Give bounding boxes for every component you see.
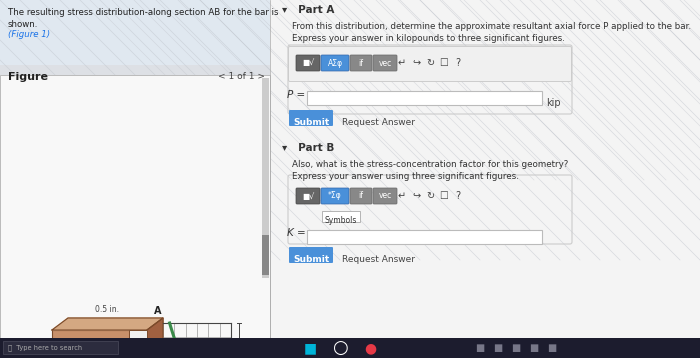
Bar <box>262 235 269 275</box>
Text: if: if <box>358 192 363 200</box>
Text: (Figure 1): (Figure 1) <box>8 30 50 39</box>
Text: ↵: ↵ <box>398 58 406 68</box>
Text: ↪: ↪ <box>412 58 420 68</box>
Text: ■√: ■√ <box>302 58 314 68</box>
Text: if: if <box>358 58 363 68</box>
Polygon shape <box>52 318 163 330</box>
FancyBboxPatch shape <box>289 247 333 263</box>
Text: vec: vec <box>379 192 391 200</box>
Text: Symbols: Symbols <box>325 216 357 225</box>
Text: ■: ■ <box>512 343 521 353</box>
Text: P =: P = <box>287 90 305 100</box>
Bar <box>52 330 147 358</box>
Bar <box>0 75 270 340</box>
Text: Submit: Submit <box>293 255 329 264</box>
Bar <box>3 341 118 354</box>
Text: < 1 of 1 >: < 1 of 1 > <box>218 72 265 81</box>
FancyBboxPatch shape <box>350 55 372 71</box>
Text: Express your answer in kilopounds to three significant figures.: Express your answer in kilopounds to thr… <box>292 34 565 43</box>
FancyBboxPatch shape <box>307 230 542 244</box>
FancyBboxPatch shape <box>322 211 360 222</box>
FancyBboxPatch shape <box>288 47 571 82</box>
Polygon shape <box>147 318 163 358</box>
FancyBboxPatch shape <box>321 188 349 204</box>
FancyBboxPatch shape <box>289 110 333 126</box>
Text: The resulting stress distribution-along section AB for the bar is: The resulting stress distribution-along … <box>8 8 279 17</box>
Text: AΣφ: AΣφ <box>328 58 342 68</box>
Text: ↻: ↻ <box>426 58 434 68</box>
Text: ?: ? <box>456 191 461 201</box>
Bar <box>0 0 270 65</box>
Text: ⌕  Type here to search: ⌕ Type here to search <box>8 344 82 351</box>
Bar <box>262 78 269 278</box>
Text: ↵: ↵ <box>398 191 406 201</box>
FancyBboxPatch shape <box>307 91 542 105</box>
FancyBboxPatch shape <box>321 55 349 71</box>
Text: Submit: Submit <box>293 118 329 127</box>
Text: ■√: ■√ <box>302 192 314 200</box>
Text: ■: ■ <box>303 341 316 355</box>
Text: ↻: ↻ <box>426 191 434 201</box>
Text: ↪: ↪ <box>412 191 420 201</box>
Bar <box>0 0 270 358</box>
Text: ☐: ☐ <box>440 191 449 201</box>
Text: Express your answer using three significant figures.: Express your answer using three signific… <box>292 172 519 181</box>
Text: Request Answer: Request Answer <box>342 118 415 127</box>
Bar <box>0 338 700 358</box>
Text: ○: ○ <box>332 339 348 357</box>
Text: 0.5 in.: 0.5 in. <box>95 305 119 314</box>
Bar <box>129 330 147 340</box>
FancyBboxPatch shape <box>296 188 320 204</box>
FancyBboxPatch shape <box>296 55 320 71</box>
Text: shown.: shown. <box>8 20 38 29</box>
FancyBboxPatch shape <box>373 55 397 71</box>
Text: ▾   Part B: ▾ Part B <box>282 143 335 153</box>
Text: ●: ● <box>364 341 376 355</box>
FancyBboxPatch shape <box>373 188 397 204</box>
Text: ▾   Part A: ▾ Part A <box>282 5 335 15</box>
Text: Request Answer: Request Answer <box>342 255 415 264</box>
Bar <box>270 0 700 358</box>
Text: Also, what is the stress-concentration factor for this geometry?: Also, what is the stress-concentration f… <box>292 160 568 169</box>
Text: Figure: Figure <box>8 72 48 82</box>
Text: ?: ? <box>456 58 461 68</box>
Text: ■: ■ <box>494 343 503 353</box>
Text: ■: ■ <box>529 343 538 353</box>
Text: ■: ■ <box>547 343 556 353</box>
Text: K =: K = <box>287 228 306 238</box>
Text: From this distribution, determine the approximate resultant axial force P applie: From this distribution, determine the ap… <box>292 22 691 31</box>
Text: *Σφ: *Σφ <box>328 192 342 200</box>
Text: vec: vec <box>379 58 391 68</box>
FancyBboxPatch shape <box>350 188 372 204</box>
Text: kip: kip <box>546 98 561 108</box>
Text: ■: ■ <box>475 343 484 353</box>
Text: ☐: ☐ <box>440 58 449 68</box>
Text: A: A <box>154 306 162 316</box>
